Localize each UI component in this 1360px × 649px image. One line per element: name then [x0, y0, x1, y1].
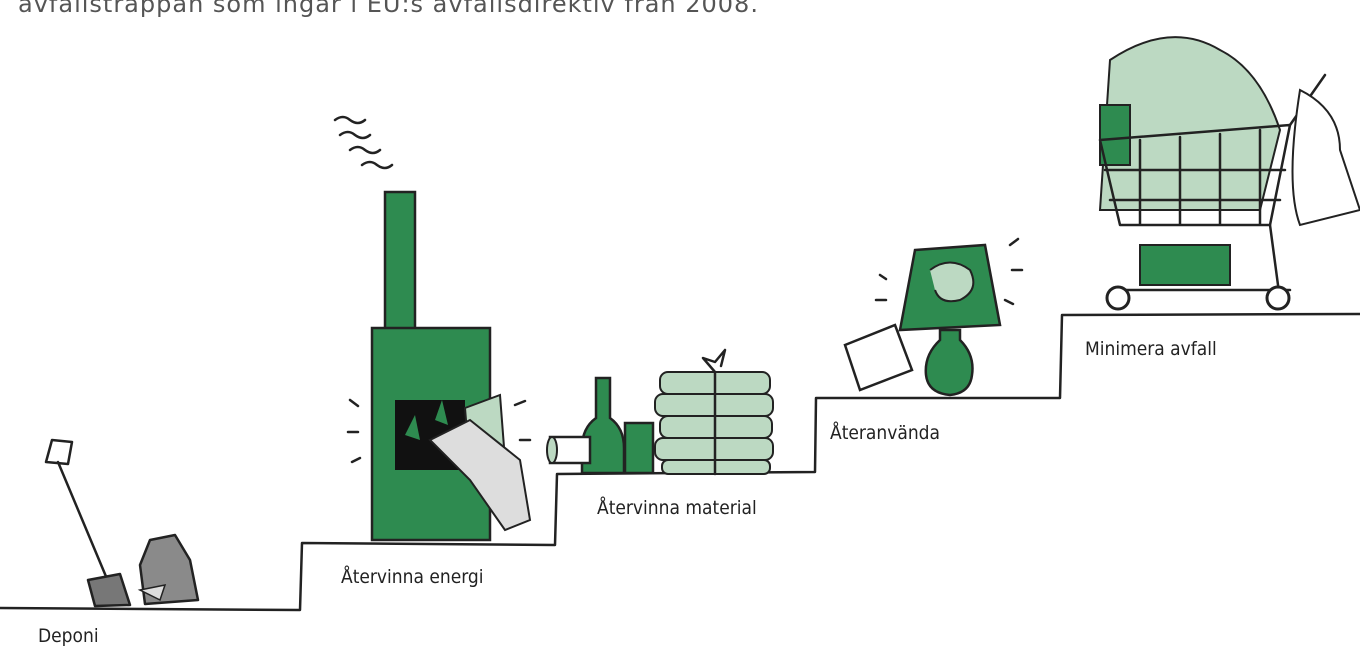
intro-text: avfallstrappan som ingår i EU:s avfallsd… [18, 0, 759, 18]
step-label: Återvinna energi [341, 565, 484, 588]
stove-icon [335, 117, 530, 540]
step-label: Minimera avfall [1085, 338, 1217, 360]
shovel-icon [46, 440, 198, 606]
step-label: Återvinna material [597, 496, 757, 519]
newspapers-icon [655, 350, 773, 474]
lamp-icon [845, 239, 1022, 395]
cart-icon [1100, 37, 1360, 309]
waste-hierarchy: avfallstrappan som ingår i EU:s avfallsd… [0, 0, 1360, 649]
step-label: Deponi [38, 625, 99, 647]
bottles-icon [547, 378, 653, 473]
step-label: Återanvända [830, 421, 940, 444]
